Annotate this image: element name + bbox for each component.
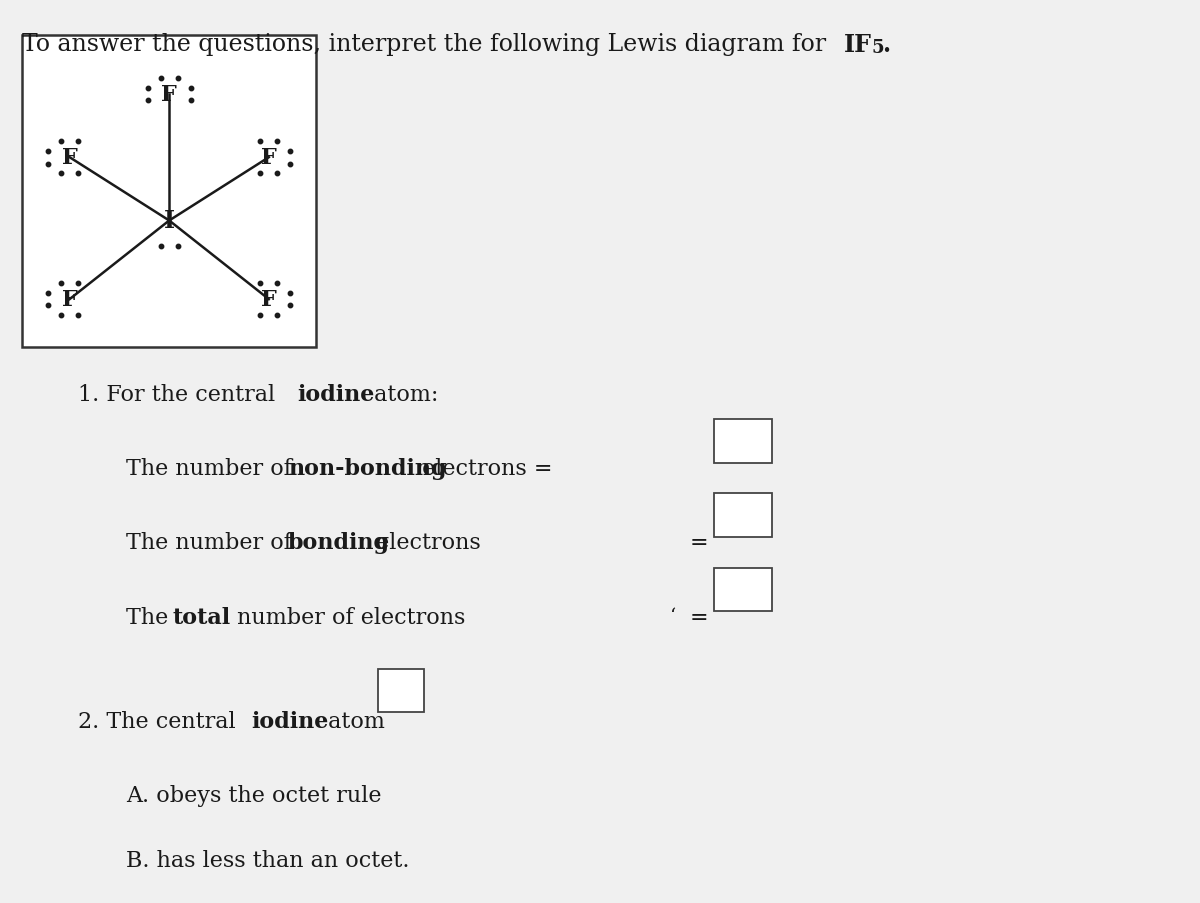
Text: F: F: [61, 147, 78, 169]
Text: The number of: The number of: [126, 458, 299, 479]
Text: F: F: [161, 84, 178, 106]
Text: =: =: [690, 532, 709, 554]
Bar: [714, 494, 772, 537]
Bar: [378, 669, 424, 712]
Text: =: =: [690, 606, 709, 628]
Text: iodine: iodine: [251, 710, 329, 731]
Text: 2. The central: 2. The central: [78, 710, 242, 731]
Text: atom: atom: [320, 710, 384, 731]
Text: A. obeys the octet rule: A. obeys the octet rule: [126, 784, 382, 805]
Text: electrons: electrons: [368, 532, 480, 554]
Text: B. has less than an octet.: B. has less than an octet.: [126, 849, 409, 870]
Bar: [714, 568, 772, 611]
Text: F: F: [61, 289, 78, 311]
Text: The number of: The number of: [126, 532, 299, 554]
Text: electrons =: electrons =: [415, 458, 552, 479]
Text: bonding: bonding: [288, 532, 390, 554]
Text: 5: 5: [871, 39, 884, 57]
Text: I: I: [163, 209, 175, 233]
Bar: [22, 36, 316, 348]
Text: The: The: [126, 606, 175, 628]
Text: ‘: ‘: [670, 606, 676, 624]
Text: IF: IF: [845, 33, 872, 57]
Text: To answer the questions, interpret the following Lewis diagram for: To answer the questions, interpret the f…: [22, 33, 833, 55]
Text: total: total: [173, 606, 230, 628]
Text: atom:: atom:: [367, 384, 438, 405]
Bar: [714, 420, 772, 463]
Text: iodine: iodine: [298, 384, 374, 405]
Text: F: F: [260, 147, 277, 169]
Text: number of electrons: number of electrons: [230, 606, 466, 628]
Text: 1. For the central: 1. For the central: [78, 384, 282, 405]
Text: F: F: [260, 289, 277, 311]
Text: non-bonding: non-bonding: [288, 458, 446, 479]
Text: .: .: [882, 33, 890, 57]
